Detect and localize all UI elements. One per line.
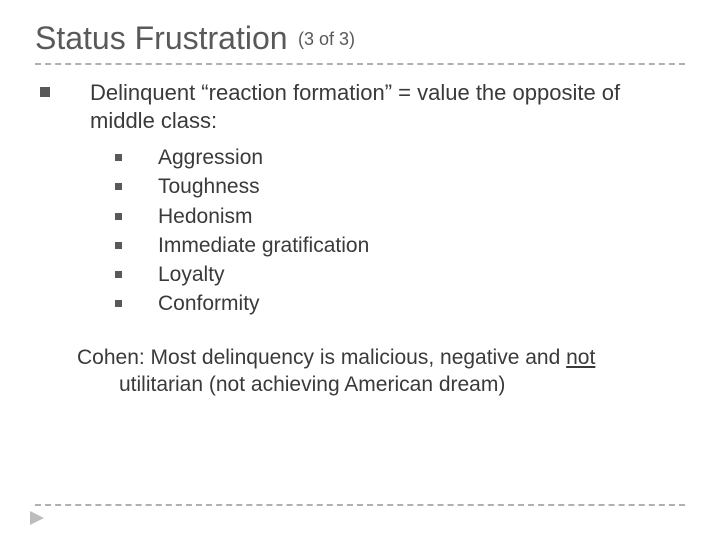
list-item: Loyalty	[115, 261, 685, 288]
sub-bullet-list: Aggression Toughness Hedonism Immediate …	[115, 144, 685, 318]
paragraph-lead: Cohen: Most delinquency is malicious, ne…	[77, 346, 566, 369]
sub-item-text: Hedonism	[158, 203, 253, 230]
sub-item-text: Toughness	[158, 173, 260, 200]
slide-title: Status Frustration (3 of 3)	[35, 20, 685, 57]
list-item: Toughness	[115, 173, 685, 200]
slide-content: Status Frustration (3 of 3) Delinquent “…	[0, 0, 720, 398]
bullet-square-icon	[40, 87, 50, 97]
bullet-square-icon	[115, 154, 122, 161]
divider-bottom	[35, 504, 685, 506]
bullet-square-icon	[115, 242, 122, 249]
sub-item-text: Aggression	[158, 144, 263, 171]
divider-top	[35, 63, 685, 65]
main-bullet: Delinquent “reaction formation” = value …	[35, 79, 685, 134]
bullet-square-icon	[115, 271, 122, 278]
title-counter: (3 of 3)	[298, 29, 355, 49]
sub-item-text: Loyalty	[158, 261, 225, 288]
list-item: Immediate gratification	[115, 232, 685, 259]
bullet-square-icon	[115, 300, 122, 307]
main-bullet-text: Delinquent “reaction formation” = value …	[90, 79, 685, 134]
list-item: Hedonism	[115, 203, 685, 230]
bullet-square-icon	[115, 213, 122, 220]
cohen-paragraph: Cohen: Most delinquency is malicious, ne…	[77, 344, 685, 399]
list-item: Aggression	[115, 144, 685, 171]
bullet-square-icon	[115, 183, 122, 190]
sub-item-text: Conformity	[158, 290, 260, 317]
paragraph-underlined: not	[566, 346, 595, 369]
paragraph-tail: utilitarian (not achieving American drea…	[119, 373, 505, 396]
play-arrow-icon	[28, 509, 46, 532]
list-item: Conformity	[115, 290, 685, 317]
title-main: Status Frustration	[35, 20, 288, 56]
sub-item-text: Immediate gratification	[158, 232, 369, 259]
